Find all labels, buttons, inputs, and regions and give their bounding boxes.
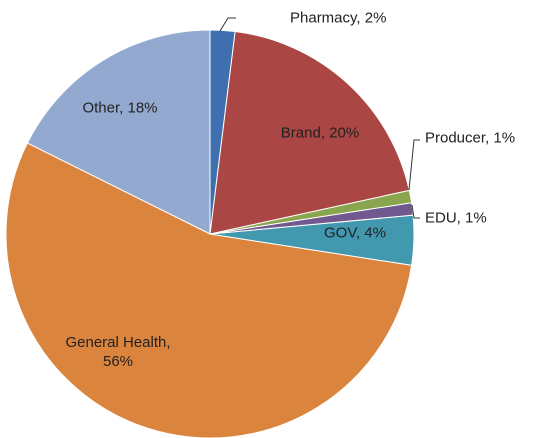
data-label: Pharmacy, 2% (290, 9, 387, 27)
leader-line (219, 17, 236, 32)
data-label: General Health, 56% (65, 334, 171, 370)
data-label: Producer, 1% (425, 129, 516, 147)
pie-slice (209, 29, 236, 235)
data-label: GOV, 4% (324, 224, 386, 242)
leader-line (408, 139, 420, 191)
leader-line (411, 204, 420, 219)
pie-slice (26, 29, 211, 235)
pie-slice (5, 142, 413, 438)
data-label: Other, 18% (82, 99, 158, 117)
data-label: EDU, 1% (425, 209, 487, 227)
data-label: Brand, 20% (280, 124, 360, 142)
pie-slice (209, 30, 410, 235)
